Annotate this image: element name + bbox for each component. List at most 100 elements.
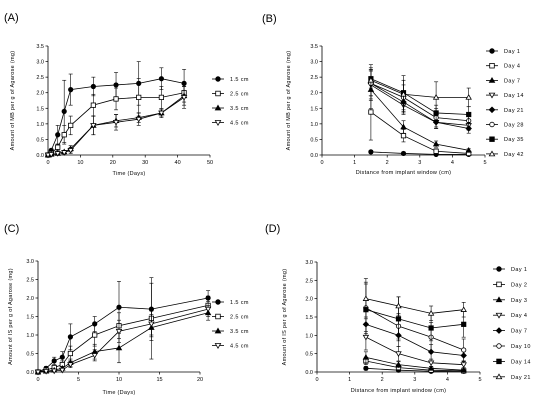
legend-marker bbox=[214, 327, 222, 334]
data-point bbox=[461, 347, 467, 353]
legend-marker bbox=[215, 90, 221, 97]
legend-label: 4.5 cm bbox=[230, 344, 249, 350]
data-point bbox=[368, 109, 374, 115]
legend-marker bbox=[496, 358, 502, 365]
x-tick-label: 5 bbox=[478, 377, 481, 383]
panel-label: (D) bbox=[265, 223, 280, 235]
x-tick-label: 40 bbox=[175, 160, 181, 166]
legend-entry: Day 4 bbox=[493, 312, 527, 319]
x-tick-label: 0 bbox=[36, 377, 39, 383]
series-line bbox=[370, 83, 469, 129]
y-tick-label: 1.5 bbox=[26, 315, 34, 321]
chart-panel-d: (D) 0 1 2 3 4 5 0.0 0.5 1.0 1.5 2.0 2.5 3.0 Distance f… bbox=[265, 223, 531, 394]
legend-entry: 3.5 cm bbox=[212, 327, 249, 335]
data-point bbox=[368, 149, 374, 155]
data-point bbox=[427, 364, 435, 371]
chart-panel-b: (B) 0 1 2 3 4 5 0.0 0.5 1.0 1.5 2.0 2.5 3.0 3.5 Distanc… bbox=[262, 13, 524, 176]
data-point bbox=[61, 132, 67, 138]
y-tick-label: 0.0 bbox=[310, 153, 318, 159]
legend-label: Day 35 bbox=[504, 137, 524, 143]
x-tick-label: 0 bbox=[320, 160, 323, 166]
legend-marker bbox=[488, 150, 496, 157]
data-point bbox=[112, 120, 120, 126]
x-tick-label: 4 bbox=[451, 160, 454, 166]
data-point bbox=[59, 354, 65, 360]
data-point bbox=[51, 358, 57, 364]
x-axis-title: Time (Days) bbox=[102, 390, 135, 396]
series-day-42 bbox=[367, 64, 472, 114]
legend-entry: 2.5 cm bbox=[212, 90, 249, 98]
data-point bbox=[90, 83, 96, 90]
series-line bbox=[370, 151, 469, 155]
data-point bbox=[158, 76, 164, 82]
data-point bbox=[113, 96, 119, 102]
y-tick-label: 0.0 bbox=[305, 370, 313, 376]
data-point bbox=[116, 304, 122, 310]
data-point bbox=[67, 350, 73, 357]
legend-entry: Day 14 bbox=[486, 92, 523, 99]
data-point bbox=[400, 123, 407, 130]
legend-label: 4.5 cm bbox=[230, 121, 249, 127]
series-day-21 bbox=[362, 278, 467, 321]
data-point bbox=[362, 295, 370, 301]
legend-marker bbox=[215, 299, 221, 305]
y-tick-label: 2.5 bbox=[310, 75, 318, 81]
y-tick-label: 0.5 bbox=[26, 352, 34, 358]
legend-entry: 4.5 cm bbox=[212, 120, 249, 127]
y-tick-label: 2.0 bbox=[310, 91, 318, 97]
data-point bbox=[54, 151, 61, 157]
legend-marker bbox=[496, 266, 502, 272]
y-tick-label: 0.5 bbox=[305, 352, 313, 358]
y-tick-label: 1.5 bbox=[310, 106, 318, 112]
data-point bbox=[395, 302, 402, 309]
legend-label: 3.5 cm bbox=[230, 106, 249, 112]
y-tick-label: 2.0 bbox=[305, 297, 313, 303]
series-4-5-cm bbox=[44, 86, 188, 159]
y-tick-label: 3.5 bbox=[310, 44, 318, 50]
series-line bbox=[365, 323, 464, 356]
y-axis-title: Amount of MB per g of Agarose (mg) bbox=[10, 51, 16, 151]
series-line bbox=[365, 360, 464, 372]
data-point bbox=[55, 144, 61, 150]
legend-marker bbox=[489, 48, 495, 54]
data-point bbox=[400, 150, 407, 157]
series-line bbox=[365, 298, 464, 314]
legend-entry: Day 42 bbox=[486, 150, 523, 158]
legend-entry: Day 1 bbox=[486, 48, 520, 55]
legend-label: Day 14 bbox=[511, 359, 531, 365]
y-tick-label: 3.0 bbox=[305, 260, 313, 266]
data-point bbox=[136, 94, 142, 100]
panel-label: (A) bbox=[4, 12, 19, 24]
panel-label: (B) bbox=[262, 13, 277, 25]
y-tick-label: 3.0 bbox=[36, 60, 44, 66]
data-point bbox=[460, 362, 467, 369]
legend-label: Day 3 bbox=[511, 298, 527, 304]
y-tick-label: 0.0 bbox=[26, 370, 34, 376]
y-tick-label: 1.5 bbox=[305, 315, 313, 321]
x-tick-label: 50 bbox=[207, 160, 213, 166]
data-point bbox=[395, 351, 402, 358]
series-4-5-cm bbox=[34, 301, 212, 376]
x-tick-label: 1 bbox=[353, 160, 356, 166]
legend-entry: Day 14 bbox=[493, 358, 531, 365]
legend-entry: Day 2 bbox=[493, 281, 527, 288]
data-point bbox=[362, 334, 370, 341]
x-axis-title: Distance from implant window (cm) bbox=[356, 170, 451, 176]
legend-entry: Day 3 bbox=[493, 296, 527, 304]
y-tick-label: 2.5 bbox=[26, 278, 34, 284]
legend-label: Day 4 bbox=[504, 64, 520, 70]
data-point bbox=[465, 146, 472, 153]
legend-entry: Day 4 bbox=[486, 63, 520, 70]
legend-label: Day 21 bbox=[504, 108, 524, 114]
data-point bbox=[427, 360, 435, 367]
x-tick-label: 3 bbox=[413, 377, 416, 383]
x-tick-label: 1 bbox=[348, 377, 351, 383]
panel-label: (C) bbox=[4, 223, 19, 235]
y-tick-label: 1.5 bbox=[36, 106, 44, 112]
legend-entry: 4.5 cm bbox=[212, 343, 249, 350]
series-line bbox=[370, 84, 469, 126]
data-point bbox=[460, 306, 467, 312]
legend-label: 1.5 cm bbox=[230, 300, 249, 306]
series-line bbox=[370, 79, 469, 98]
x-tick-label: 3 bbox=[418, 160, 421, 166]
